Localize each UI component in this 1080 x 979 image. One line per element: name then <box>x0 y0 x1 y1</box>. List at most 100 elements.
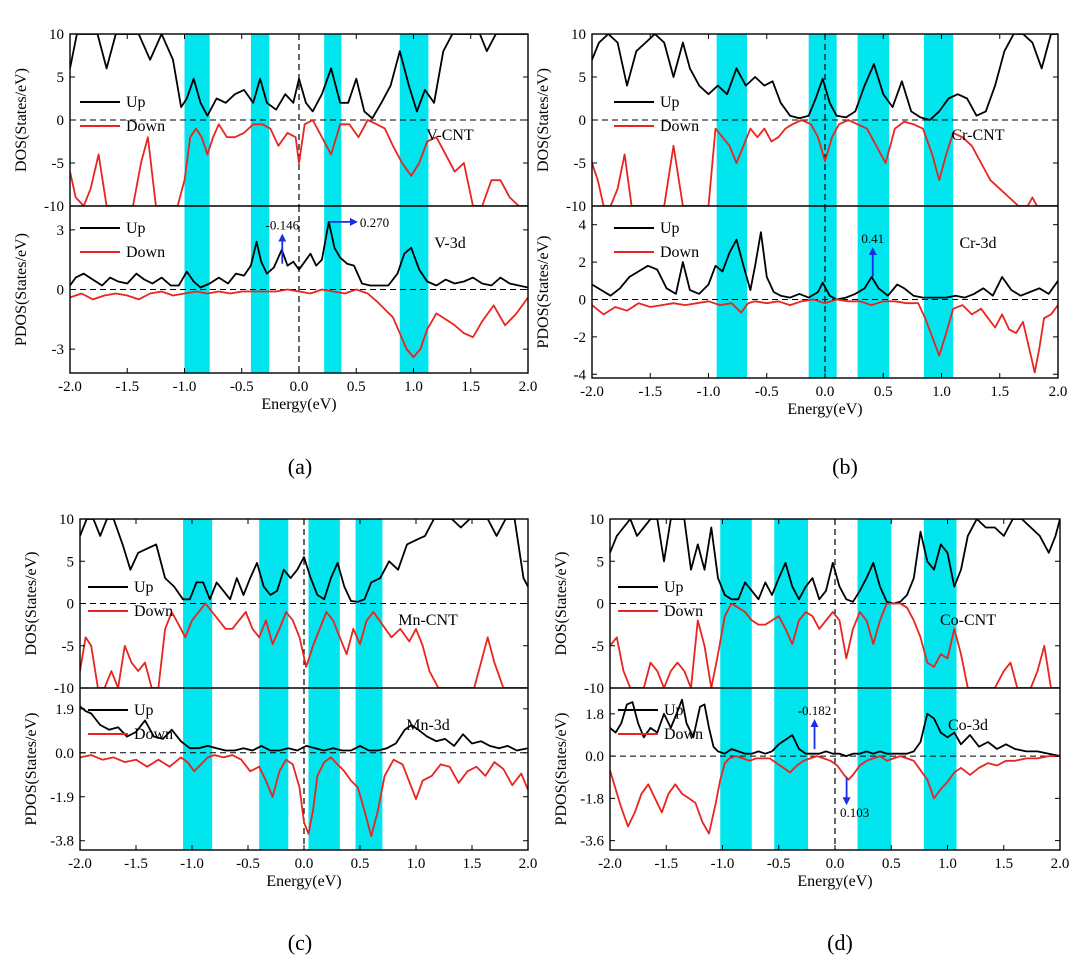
series-up <box>592 34 1058 121</box>
ytick-label: 0 <box>579 113 587 129</box>
ytick-label: -5 <box>574 156 587 172</box>
top-subplot: -10 -5 0 5 10 DOS(States/eV) Up Down Co-CNT <box>553 512 1060 697</box>
xtick-label: 0.5 <box>874 384 893 400</box>
xtick-label: 2.0 <box>1051 856 1070 872</box>
ytick-label: 10 <box>589 512 604 528</box>
ytick-label: 10 <box>59 512 74 528</box>
xtick-label: 0.0 <box>816 384 835 400</box>
xtick-label: 1.5 <box>990 384 1009 400</box>
series-down <box>592 298 1058 374</box>
ytick-label: 0 <box>579 292 587 308</box>
ytick-label: 0 <box>597 597 605 613</box>
series-down <box>610 602 1060 688</box>
ytick-label: 0.0 <box>55 746 74 762</box>
panel-tag: V-CNT <box>426 127 474 144</box>
legend-label-down: Down <box>126 118 165 135</box>
series-up <box>610 519 1060 605</box>
panel-tag: Mn-CNT <box>398 612 458 629</box>
xtick-label: 2.0 <box>519 379 538 395</box>
x-axis-label: Energy(eV) <box>261 396 336 413</box>
xtick-label: -0.5 <box>755 384 779 400</box>
panel-caption: (c) <box>288 930 312 955</box>
series-down <box>70 288 528 358</box>
ytick-label: 5 <box>579 70 587 86</box>
ytick-label: 2 <box>579 255 587 271</box>
ytick-label: 10 <box>571 27 586 43</box>
panel-tag: V-3d <box>434 235 465 252</box>
xtick-label: -2.0 <box>580 384 604 400</box>
panel-caption: (d) <box>827 930 853 955</box>
ytick-label: -4 <box>574 367 587 383</box>
y-axis-label: PDOS(States/eV) <box>535 236 552 349</box>
ytick-label: -3.8 <box>50 834 74 850</box>
legend-label-up: Up <box>660 220 680 237</box>
ytick-label: -1.9 <box>50 790 74 806</box>
xtick-label: -1.0 <box>711 856 735 872</box>
y-axis-label: PDOS(States/eV) <box>553 713 570 826</box>
annotation-label: 0.103 <box>840 805 869 820</box>
xtick-label: -1.0 <box>697 384 721 400</box>
series-up <box>610 698 1060 757</box>
top-subplot: -10 -5 0 5 10 DOS(States/eV) Up Down Cr-CNT <box>535 27 1058 215</box>
series-up <box>80 519 528 603</box>
xtick-label: -0.5 <box>230 379 254 395</box>
ytick-label: 5 <box>57 70 65 86</box>
legend-label-up: Up <box>664 702 684 719</box>
panel-tag: Cr-CNT <box>951 127 1004 144</box>
legend-label-down: Down <box>660 118 699 135</box>
xtick-label: 0.5 <box>882 856 901 872</box>
panel-caption: (b) <box>832 454 858 479</box>
bottom-subplot: -3.8 -1.9 0.0 1.9 PDOS(States/eV) Up Down Mn-3d <box>23 688 528 850</box>
xtick-label: 1.5 <box>461 379 480 395</box>
energy-band <box>924 206 954 378</box>
y-axis-label: DOS(States/eV) <box>553 552 570 656</box>
xtick-label: -2.0 <box>68 856 92 872</box>
xtick-label: -0.5 <box>236 856 260 872</box>
xtick-label: -1.5 <box>638 384 662 400</box>
panel-tag: Mn-3d <box>406 717 450 734</box>
series-down <box>80 754 528 837</box>
ytick-label: -1.8 <box>580 791 604 807</box>
legend-label-up: Up <box>664 579 684 596</box>
energy-band <box>183 519 213 688</box>
series-down <box>610 755 1060 835</box>
legend-label-up: Up <box>660 94 680 111</box>
xtick-label: 0.0 <box>826 856 845 872</box>
annotation-label: -0.182 <box>798 703 832 718</box>
ytick-label: -3.6 <box>580 834 604 850</box>
ytick-label: 0 <box>67 597 75 613</box>
legend-label-down: Down <box>660 244 699 261</box>
ytick-label: 10 <box>49 27 64 43</box>
series-up <box>70 221 528 289</box>
ytick-label: 0.0 <box>585 749 604 765</box>
xtick-label: 1.5 <box>463 856 482 872</box>
xtick-label: -1.5 <box>124 856 148 872</box>
xtick-label: 1.0 <box>407 856 426 872</box>
energy-band <box>355 688 383 850</box>
xtick-label: 0.5 <box>347 379 366 395</box>
energy-band <box>923 688 957 850</box>
bottom-subplot: -3.6 -1.8 0.0 1.8 PDOS(States/eV) Up Down Co-3d… <box>553 688 1060 850</box>
ytick-label: -10 <box>584 681 604 697</box>
legend-label-down: Down <box>126 244 165 261</box>
legend-label-up: Up <box>126 94 146 111</box>
energy-band <box>308 688 340 850</box>
energy-band <box>716 206 747 378</box>
legend-label-down: Down <box>134 726 173 743</box>
ytick-label: -2 <box>574 330 587 346</box>
ytick-label: 0 <box>57 283 65 299</box>
energy-band <box>355 519 383 688</box>
ytick-label: 5 <box>597 554 605 570</box>
x-axis-label: Energy(eV) <box>266 873 341 890</box>
legend-label-up: Up <box>126 220 146 237</box>
energy-band <box>774 688 808 850</box>
energy-band <box>720 688 752 850</box>
ytick-label: -5 <box>592 639 605 655</box>
x-axis-label: Energy(eV) <box>797 873 872 890</box>
annotation-label: 0.270 <box>360 215 389 230</box>
panel-b: -10 -5 0 5 10 DOS(States/eV) Up Down Cr-CNT -4 -2 0… <box>535 27 1067 479</box>
panel-tag: Cr-3d <box>959 235 996 252</box>
